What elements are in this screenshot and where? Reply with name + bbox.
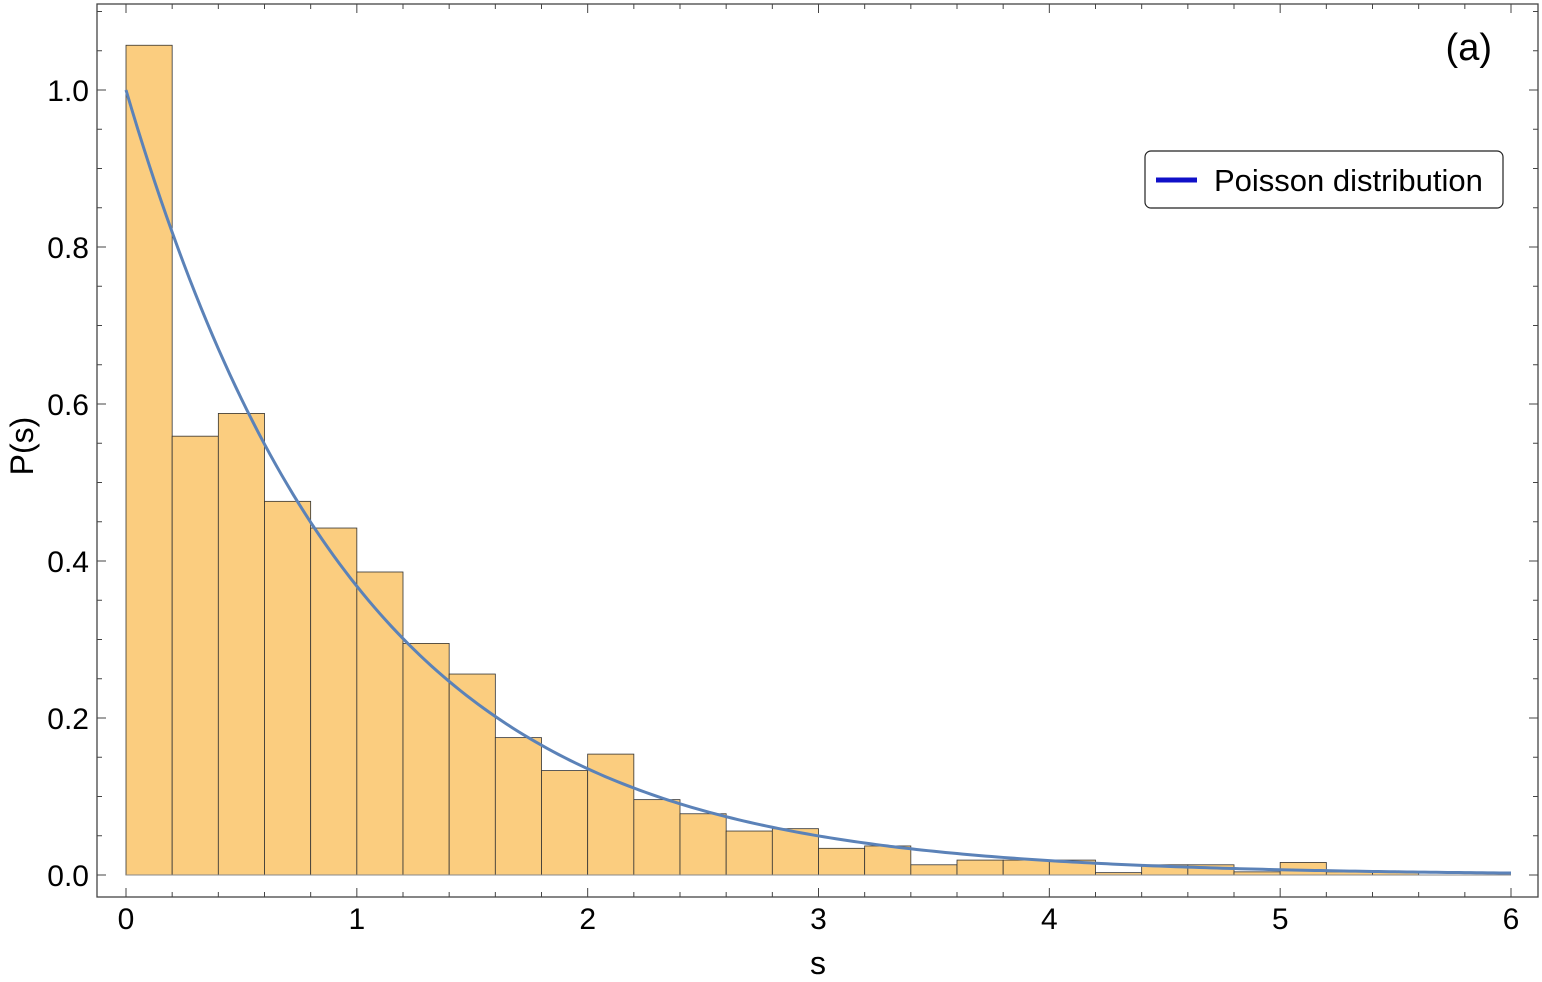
x-tick-label: 0 [118, 903, 135, 936]
histogram-bar [541, 770, 589, 876]
histogram-bar [125, 44, 173, 876]
histogram-bar [818, 847, 866, 876]
x-tick-label: 4 [1041, 903, 1058, 936]
y-axis-label: P(s) [4, 417, 40, 476]
histogram-bar [356, 571, 404, 876]
panel-label: (a) [1446, 27, 1492, 69]
x-axis-label: s [810, 945, 826, 981]
histogram-bar [310, 527, 358, 876]
x-tick-label: 6 [1503, 903, 1520, 936]
y-tick-label: 0.2 [47, 703, 89, 736]
histogram-bar [725, 830, 773, 876]
histogram-bar [264, 500, 312, 876]
histogram-bars [125, 44, 1420, 876]
x-tick-label: 3 [810, 903, 827, 936]
poisson-curve [124, 89, 1512, 875]
histogram-bar [1002, 859, 1050, 876]
legend-box [1144, 150, 1504, 209]
histogram-bar [956, 859, 1004, 876]
histogram-bar [217, 413, 265, 876]
histogram-bar [171, 435, 219, 876]
histogram-bar [864, 845, 912, 876]
tick-labels: 0 1 2 3 4 5 6 0.0 0.2 0.4 0.6 0.8 1.0 [47, 75, 1519, 936]
y-tick-label: 0.4 [47, 546, 89, 579]
histogram-bar [494, 737, 542, 876]
axis-ticks [97, 4, 1538, 897]
histogram-bar [633, 799, 681, 876]
legend: Poisson distribution [1144, 150, 1504, 209]
y-tick-label: 1.0 [47, 75, 89, 108]
x-tick-label: 1 [348, 903, 365, 936]
x-tick-label: 5 [1272, 903, 1289, 936]
histogram-bar [448, 673, 496, 876]
histogram-bar [910, 864, 958, 876]
y-tick-label: 0.0 [47, 860, 89, 893]
x-tick-label: 2 [579, 903, 596, 936]
histogram-bar [402, 643, 450, 876]
y-tick-label: 0.6 [47, 389, 89, 422]
histogram-bar [679, 813, 727, 876]
y-tick-label: 0.8 [47, 232, 89, 265]
plot-frame [96, 3, 1539, 898]
legend-label: Poisson distribution [1214, 163, 1483, 198]
